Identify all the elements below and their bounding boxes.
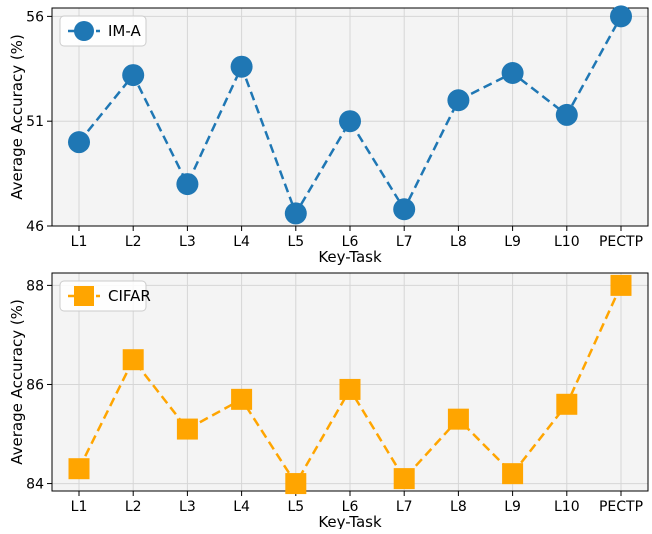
y-tick-label: 84: [26, 477, 44, 493]
data-point: [231, 388, 253, 410]
x-tick-label: L1: [71, 234, 88, 250]
data-point: [339, 110, 361, 133]
x-tick-label: L2: [125, 499, 142, 515]
x-tick-label: L3: [179, 499, 196, 515]
y-tick-label: 86: [26, 377, 44, 393]
legend: IM-A: [59, 15, 147, 47]
legend-marker: [74, 286, 94, 306]
x-tick-label: L9: [504, 234, 521, 250]
data-point: [447, 408, 469, 430]
x-tick-label: L5: [287, 234, 304, 250]
x-tick-label: PECTP: [599, 234, 643, 250]
x-tick-label: L3: [179, 234, 196, 250]
data-point: [122, 349, 144, 371]
data-point: [447, 89, 470, 112]
data-point: [610, 5, 632, 28]
x-tick-label: L5: [287, 499, 304, 515]
y-tick-label: 88: [26, 278, 44, 294]
x-tick-label: L7: [396, 499, 413, 515]
x-tick-label: L7: [396, 234, 413, 250]
data-point: [339, 378, 361, 400]
x-tick-label: L9: [504, 499, 521, 515]
x-tick-label: L10: [554, 234, 580, 250]
data-point: [285, 473, 307, 495]
x-tick-label: L8: [450, 234, 467, 250]
x-tick-label: L2: [125, 234, 142, 250]
x-tick-label: L6: [342, 234, 359, 250]
x-tick-label: L1: [71, 499, 88, 515]
legend-marker: [74, 21, 94, 41]
data-point: [176, 173, 199, 196]
data-point: [502, 463, 524, 485]
y-axis-label: Average Accuracy (%): [8, 34, 26, 200]
y-tick-label: 46: [26, 219, 44, 235]
x-tick-label: L4: [233, 499, 250, 515]
x-tick-label: L8: [450, 499, 467, 515]
data-point: [556, 393, 578, 415]
y-tick-label: 56: [26, 9, 44, 25]
data-point: [284, 202, 307, 225]
x-axis-label: Key-Task: [318, 513, 382, 529]
legend: CIFAR: [59, 280, 151, 312]
data-point: [501, 61, 524, 84]
chart-panel-1: L1 L2 L3 L4 L5 L6 L7 L8 L9 L10 PECTP 46 51 56 Key-Task…: [8, 5, 649, 266]
chart-panel-2: L1 L2 L3 L4 L5 L6 L7 L8 L9 L10 PECTP 84 86 88 Key-Task…: [8, 272, 649, 531]
data-point: [68, 458, 90, 480]
data-point: [393, 468, 415, 490]
y-axis-label: Average Accuracy (%): [8, 299, 26, 465]
x-tick-label: L6: [342, 499, 359, 515]
x-axis-label: Key-Task: [318, 248, 382, 266]
legend-label: IM-A: [108, 22, 141, 40]
x-tick-label: L10: [554, 499, 580, 515]
data-point: [555, 103, 578, 126]
data-point: [610, 274, 632, 296]
x-tick-label: L4: [233, 234, 250, 250]
legend-label: CIFAR: [108, 287, 151, 305]
data-point: [68, 131, 90, 154]
x-tick-label: PECTP: [599, 499, 643, 515]
y-tick-label: 51: [26, 114, 44, 130]
data-point: [122, 64, 145, 87]
data-point: [230, 55, 253, 78]
data-point: [176, 418, 198, 440]
data-point: [393, 198, 416, 221]
